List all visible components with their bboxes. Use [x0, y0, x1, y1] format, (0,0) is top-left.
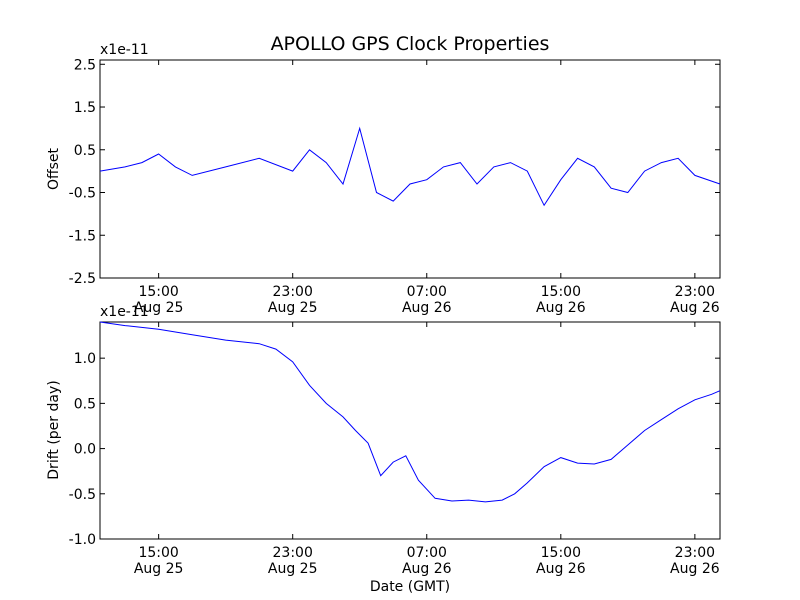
drift-y-tick-label: 1.0 — [74, 351, 96, 367]
drift-y-axis-label: Drift (per day) — [46, 380, 62, 479]
offset-x-tick-time: 07:00 — [407, 284, 447, 300]
drift-y-tick-label: 0.0 — [74, 442, 96, 458]
offset-x-tick-time: 15:00 — [541, 284, 581, 300]
drift-x-tick-time: 15:00 — [541, 545, 581, 561]
offset-x-tick-time: 15:00 — [138, 284, 178, 300]
offset-y-tick-label: -0.5 — [69, 186, 96, 202]
offset-x-tick-time: 23:00 — [273, 284, 313, 300]
drift-y-ticks: 1.0 0.5 0.0 -0.5 -1.0 — [69, 351, 720, 548]
drift-x-tick-time: 23:00 — [273, 545, 313, 561]
drift-x-tick-time: 23:00 — [675, 545, 715, 561]
drift-x-tick-date: Aug 25 — [268, 561, 318, 577]
drift-x-tick-time: 07:00 — [407, 545, 447, 561]
offset-series-line — [99, 126, 721, 207]
chart-title: APOLLO GPS Clock Properties — [271, 33, 550, 55]
drift-y-tick-label: -1.0 — [69, 532, 96, 548]
drift-x-axis-label: Date (GMT) — [370, 579, 450, 595]
offset-x-tick-time: 23:00 — [675, 284, 715, 300]
offset-y-axis-label: Offset — [46, 147, 62, 190]
drift-x-tick-date: Aug 26 — [402, 561, 452, 577]
drift-plot-frame — [99, 321, 721, 540]
offset-x-tick-date: Aug 26 — [402, 300, 452, 316]
drift-y-tick-label: -0.5 — [69, 487, 96, 503]
offset-y-tick-label: 0.5 — [74, 143, 96, 159]
drift-panel: x1e-11 Drift (per day) Date (GMT) 1.0 0.5… — [46, 304, 721, 595]
offset-y-tick-label: 1.5 — [74, 100, 96, 116]
offset-y-ticks: 2.5 1.5 0.5 -0.5 -1.5 -2.5 — [69, 57, 720, 287]
offset-y-tick-label: 2.5 — [74, 57, 96, 73]
drift-x-tick-date: Aug 25 — [134, 561, 184, 577]
drift-x-tick-date: Aug 26 — [536, 561, 586, 577]
offset-y-tick-label: -2.5 — [69, 271, 96, 287]
drift-x-tick-date: Aug 26 — [670, 561, 720, 577]
offset-panel: APOLLO GPS Clock Properties x1e-11 Offse… — [46, 33, 721, 316]
offset-x-tick-date: Aug 26 — [536, 300, 586, 316]
offset-multiplier-label: x1e-11 — [100, 42, 149, 58]
offset-x-tick-date: Aug 26 — [670, 300, 720, 316]
offset-y-tick-label: -1.5 — [69, 228, 96, 244]
drift-multiplier-label: x1e-11 — [100, 304, 149, 320]
drift-series-line — [99, 321, 721, 503]
offset-x-tick-date: Aug 25 — [134, 300, 184, 316]
drift-x-tick-time: 15:00 — [138, 545, 178, 561]
drift-y-tick-label: 0.5 — [74, 396, 96, 412]
offset-plot-frame — [99, 59, 721, 279]
offset-x-tick-date: Aug 25 — [268, 300, 318, 316]
